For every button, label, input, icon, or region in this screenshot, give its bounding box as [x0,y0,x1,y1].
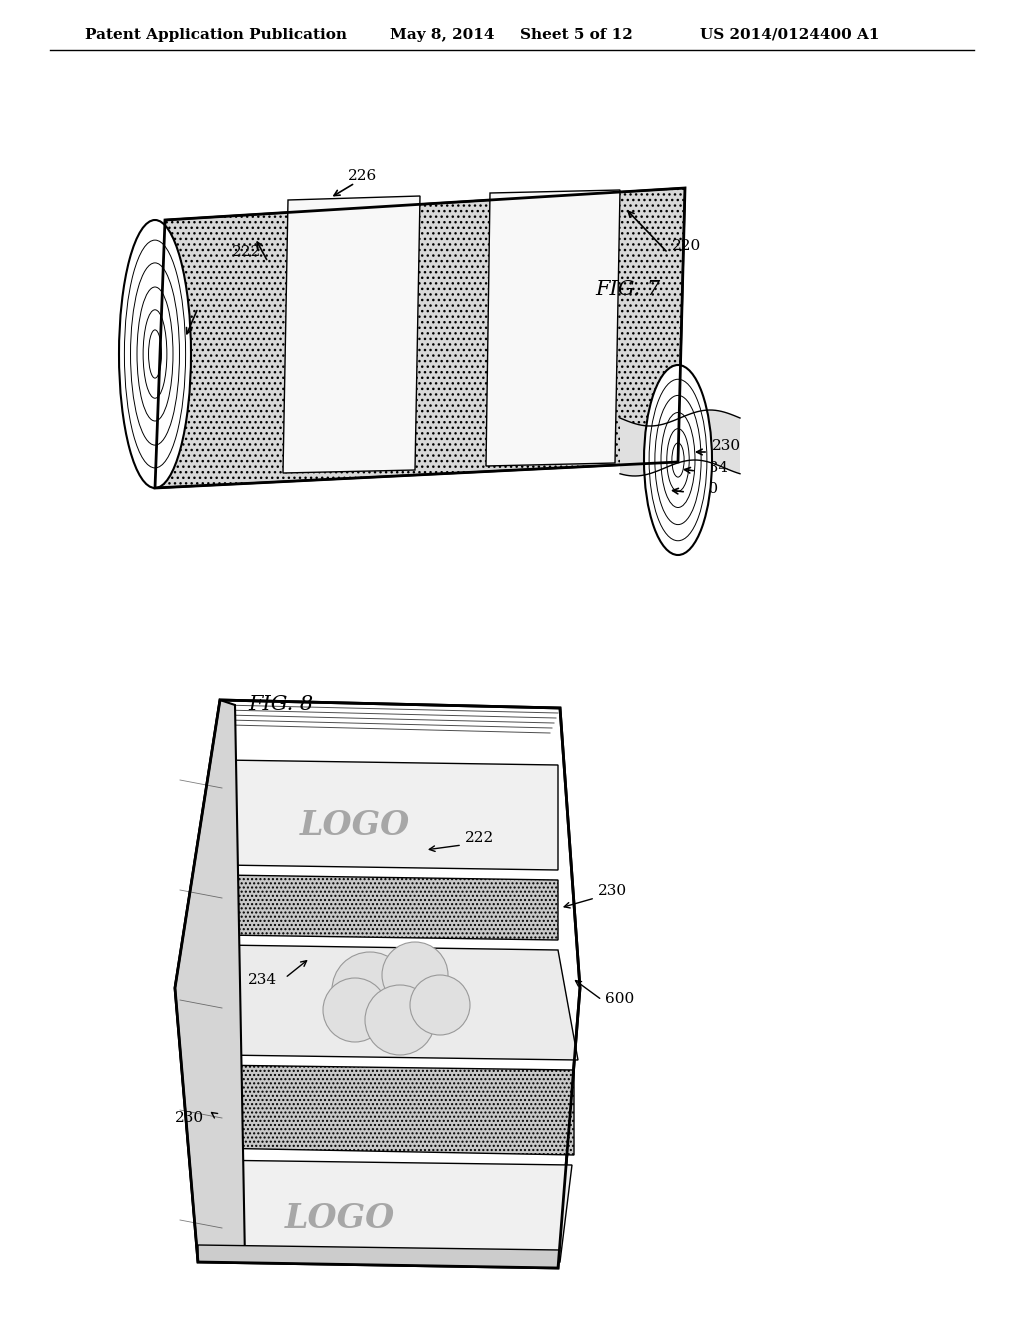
Ellipse shape [119,220,191,488]
Circle shape [323,978,387,1041]
Polygon shape [175,700,245,1262]
Polygon shape [283,195,420,473]
Text: FIG. 8: FIG. 8 [248,696,313,714]
Text: FIG. 7: FIG. 7 [595,280,660,300]
Text: 234: 234 [700,461,729,475]
Text: 230: 230 [175,1111,204,1125]
Polygon shape [175,700,580,1269]
Text: 234: 234 [248,973,278,987]
Polygon shape [210,1065,574,1155]
Circle shape [332,952,408,1028]
Text: LOGO: LOGO [300,809,411,842]
Text: 226: 226 [348,169,377,183]
Polygon shape [486,190,620,466]
Polygon shape [155,187,685,488]
Text: 222: 222 [465,832,495,845]
Text: 230: 230 [690,482,719,496]
Text: US 2014/0124400 A1: US 2014/0124400 A1 [700,28,880,42]
Polygon shape [620,411,740,477]
Polygon shape [222,875,558,940]
Polygon shape [200,1160,572,1262]
Ellipse shape [644,366,712,554]
Polygon shape [198,1245,560,1269]
Text: 220: 220 [672,239,701,253]
Polygon shape [222,945,578,1060]
Text: 230: 230 [712,440,741,453]
Text: Patent Application Publication: Patent Application Publication [85,28,347,42]
Circle shape [365,985,435,1055]
Polygon shape [222,760,558,870]
Circle shape [382,942,449,1008]
Text: LOGO: LOGO [285,1203,395,1236]
Text: Sheet 5 of 12: Sheet 5 of 12 [520,28,633,42]
Text: 230: 230 [598,884,627,898]
Text: 226: 226 [138,290,167,305]
Circle shape [410,975,470,1035]
Text: May 8, 2014: May 8, 2014 [390,28,495,42]
Text: 600: 600 [605,993,634,1006]
Text: 222: 222 [232,246,261,259]
